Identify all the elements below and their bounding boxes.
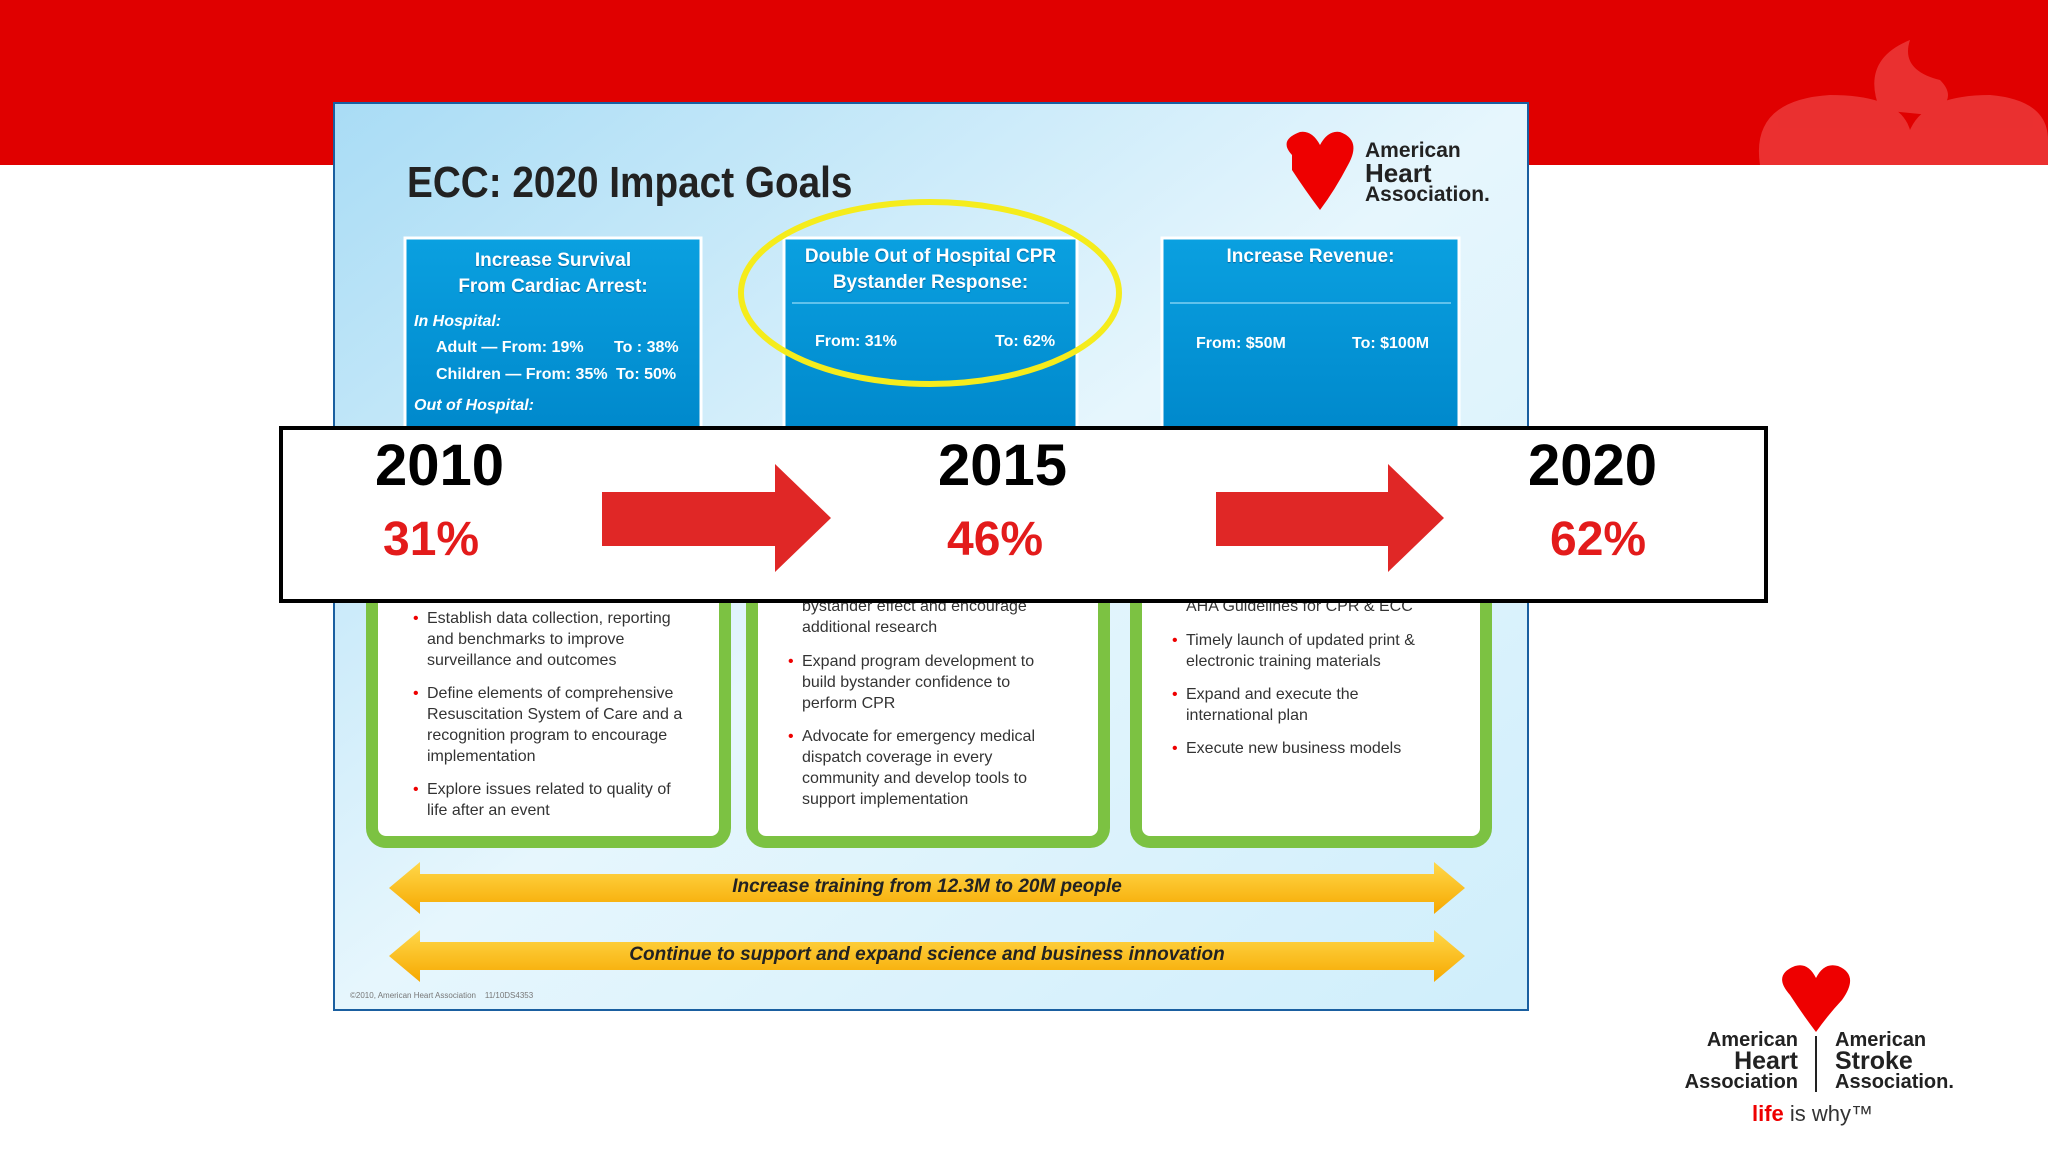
percent: 31% — [383, 513, 480, 566]
year: 2020 — [1528, 433, 1658, 498]
logo-line: Heart — [1365, 158, 1432, 188]
year: 2015 — [938, 433, 1068, 498]
percent: 62% — [1550, 513, 1647, 566]
bullet: Define elements of comprehensive Resusci… — [413, 683, 685, 767]
goal-value: From: $50M — [1196, 335, 1286, 352]
bullet-list: Establish data collection, reporting and… — [413, 608, 685, 833]
goal-box — [782, 236, 1079, 430]
goal-heading: Double Out of Hospital CPR Bystander Res… — [784, 244, 1077, 296]
goal-value: From: 31% — [815, 333, 897, 350]
bullet: Advocate for emergency medical dispatch … — [788, 726, 1060, 810]
logo-line: Association — [1684, 1071, 1798, 1093]
heading-line: Increase Revenue: — [1226, 246, 1395, 267]
goal-value: Children — From: 35% — [436, 366, 608, 383]
goal-label: Out of Hospital: — [414, 397, 534, 414]
goal-box — [403, 236, 703, 430]
copyright: ©2010, American Heart Association 11/10D… — [350, 991, 534, 1000]
goal-value: Adult — From: 19% — [436, 339, 584, 356]
logo-line: Association. — [1835, 1071, 1954, 1093]
footer-heart — [1782, 965, 1851, 1032]
goal-heading: Increase Survival From Cardiac Arrest: — [405, 248, 701, 300]
logo-line: Stroke — [1835, 1047, 1913, 1075]
double-arrow — [389, 862, 1465, 914]
arrow — [1216, 464, 1444, 572]
tagline: life is why™ — [1752, 1101, 1873, 1127]
bullet: Expand program development to build byst… — [788, 651, 1060, 714]
logo-line: American — [1706, 1029, 1798, 1051]
footer-logo-right: American Stroke Association. — [1835, 1030, 1954, 1093]
heading-line: Double Out of Hospital CPR — [804, 246, 1057, 267]
logo-line: American — [1835, 1029, 1927, 1051]
bullet: Establish data collection, reporting and… — [413, 608, 685, 671]
goal-value: To : 38% — [614, 339, 679, 356]
bullet: Explore issues related to quality of lif… — [413, 779, 685, 821]
banner-text: Increase training from 12.3M to 20M peop… — [732, 876, 1122, 897]
tagline-rest: is why™ — [1789, 1101, 1874, 1126]
goal-value: To: $100M — [1352, 335, 1430, 352]
arrow — [602, 464, 831, 572]
logo-text: American Heart Association. — [1365, 140, 1490, 206]
bullet: Execute new business models — [1172, 738, 1444, 759]
highlight-ellipse — [738, 199, 1122, 387]
banner-text: Continue to support and expand science a… — [629, 944, 1225, 965]
footer-logo-left: American Heart Association — [1640, 1030, 1798, 1093]
bullet-list: Timely launch of updated print & electro… — [1172, 630, 1444, 771]
partial-line: additional research — [802, 619, 938, 636]
logo-heart — [1286, 131, 1354, 210]
logo-line: American — [1365, 139, 1461, 162]
heading-line: Increase Survival — [474, 250, 632, 271]
percent: 46% — [947, 513, 1044, 566]
logo-line: Association. — [1365, 183, 1490, 206]
year: 2010 — [375, 433, 505, 498]
double-arrow — [389, 930, 1465, 982]
tagline-bold: life — [1752, 1101, 1784, 1126]
timeline-overlay — [279, 426, 1768, 603]
goal-value: To: 50% — [616, 366, 677, 383]
bullet: Timely launch of updated print & electro… — [1172, 630, 1444, 672]
goal-heading: Increase Revenue: — [1162, 244, 1459, 270]
bullet-list: Expand program development to build byst… — [788, 651, 1060, 822]
heading-line: Bystander Response: — [832, 272, 1029, 293]
bullet: Expand and execute the international pla… — [1172, 684, 1444, 726]
goal-label: In Hospital: — [414, 313, 502, 330]
slide-title: ECC: 2020 Impact Goals — [407, 158, 853, 207]
heading-line: From Cardiac Arrest: — [458, 276, 648, 297]
goal-box — [1160, 236, 1461, 430]
faded-logo — [1758, 40, 2048, 165]
goal-value: To: 62% — [995, 333, 1056, 350]
logo-line: Heart — [1734, 1047, 1798, 1075]
